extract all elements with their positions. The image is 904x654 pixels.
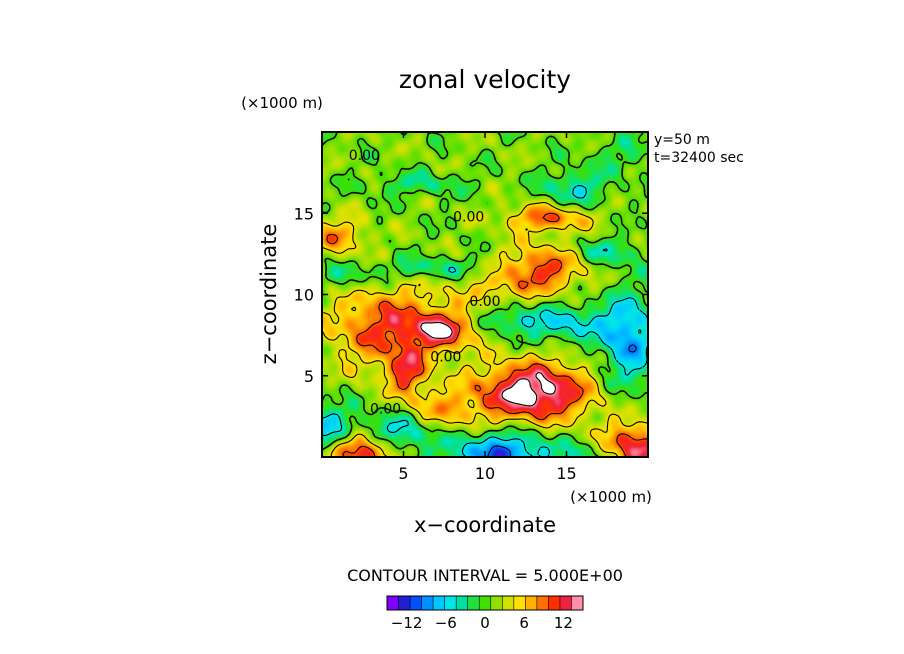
colorbar-tick-label: 12 [554,614,573,632]
x-axis-label: x−coordinate [414,513,556,537]
colorbar-swatch [433,596,446,610]
contour-label: 0.00 [430,349,461,365]
y-axis-label: z−coordinate [257,224,281,365]
contour-labels: 0.00 0.00 0.00 0.00 0.00 [349,148,501,418]
colorbar-swatch [467,596,480,610]
colorbar-swatch [421,596,434,610]
y-tick-label: 5 [304,367,314,386]
axes: 5 10 15 5 10 15 [294,132,648,483]
y-tick-label: 15 [294,204,314,223]
chart-title: zonal velocity [399,65,571,94]
contour-level-15 [420,321,557,407]
x-tick-label: 5 [398,464,408,483]
colorbar-tick-label: −6 [435,614,457,632]
contour-interval-label: CONTOUR INTERVAL = 5.000E+00 [347,566,623,585]
colorbar: −12 −6 0 6 12 [386,595,584,632]
contour-label: 0.00 [469,294,500,310]
colorbar-swatch [387,596,399,610]
annotation-y: y=50 m [654,132,710,148]
colorbar-tick-label: 6 [519,614,529,632]
colorbar-swatch [571,596,584,610]
colorbar-swatch [502,596,515,610]
colorbar-tick-label: −12 [391,614,423,632]
colorbar-swatch [536,596,549,610]
y-tick-label: 10 [294,286,314,305]
contour-level-neg5 [322,184,648,457]
colorbar-swatch [410,596,422,610]
z-axis-unit: (×1000 m) [241,94,323,112]
x-tick-label: 15 [556,464,576,483]
contour-level-10 [326,212,648,457]
x-axis-unit: (×1000 m) [570,488,652,506]
colorbar-swatch [398,596,411,610]
colorbar-swatch [444,596,457,610]
colorbar-swatch [513,596,526,610]
colorbar-frame [386,595,584,611]
colorbar-swatch [479,596,492,610]
contour-level-5 [322,201,648,457]
colorbar-swatch [456,596,469,610]
contour-label: 0.00 [453,210,484,226]
colorbar-swatch [559,596,572,610]
colorbar-swatch [490,596,503,610]
colorbar-tick-label: 0 [480,614,490,632]
contour-label: 0.00 [349,148,380,164]
colorbar-swatch [525,596,538,610]
x-tick-label: 10 [475,464,495,483]
annotation-t: t=32400 sec [654,150,744,166]
contour-label: 0.00 [370,401,401,417]
colorbar-swatch [548,596,561,610]
